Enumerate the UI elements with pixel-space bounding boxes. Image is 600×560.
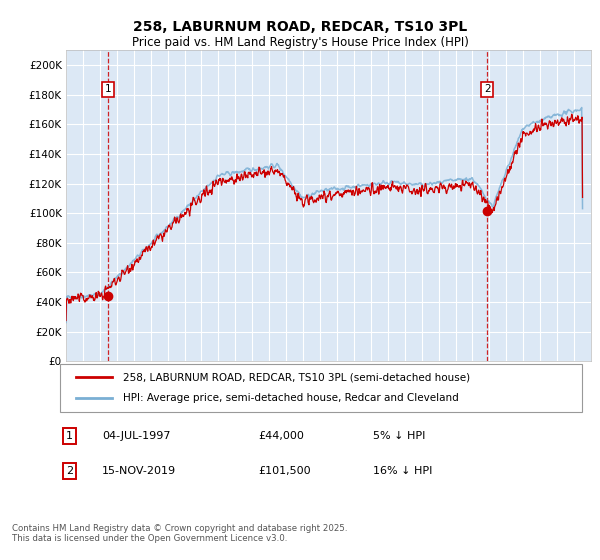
Text: 2: 2 bbox=[66, 466, 73, 476]
Text: Contains HM Land Registry data © Crown copyright and database right 2025.
This d: Contains HM Land Registry data © Crown c… bbox=[12, 524, 347, 543]
Text: 04-JUL-1997: 04-JUL-1997 bbox=[102, 431, 170, 441]
Text: £44,000: £44,000 bbox=[259, 431, 304, 441]
FancyBboxPatch shape bbox=[60, 364, 582, 412]
Text: 258, LABURNUM ROAD, REDCAR, TS10 3PL (semi-detached house): 258, LABURNUM ROAD, REDCAR, TS10 3PL (se… bbox=[122, 372, 470, 382]
Text: HPI: Average price, semi-detached house, Redcar and Cleveland: HPI: Average price, semi-detached house,… bbox=[122, 393, 458, 403]
Text: 258, LABURNUM ROAD, REDCAR, TS10 3PL: 258, LABURNUM ROAD, REDCAR, TS10 3PL bbox=[133, 20, 467, 34]
Text: 16% ↓ HPI: 16% ↓ HPI bbox=[373, 466, 433, 476]
Text: 1: 1 bbox=[66, 431, 73, 441]
Text: £101,500: £101,500 bbox=[259, 466, 311, 476]
Text: 2: 2 bbox=[484, 84, 491, 94]
Text: 1: 1 bbox=[105, 84, 112, 94]
Text: Price paid vs. HM Land Registry's House Price Index (HPI): Price paid vs. HM Land Registry's House … bbox=[131, 36, 469, 49]
Text: 5% ↓ HPI: 5% ↓ HPI bbox=[373, 431, 425, 441]
Text: 15-NOV-2019: 15-NOV-2019 bbox=[102, 466, 176, 476]
